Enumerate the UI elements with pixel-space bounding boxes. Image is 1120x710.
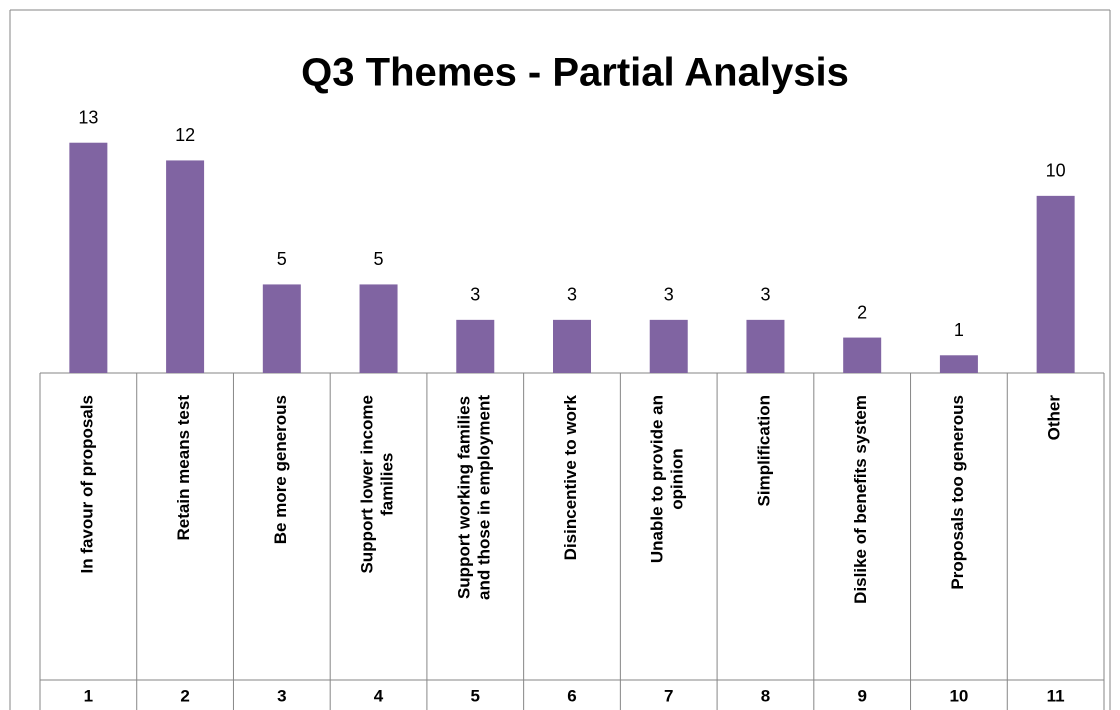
category-label: Support lower incomefamilies: [358, 395, 397, 574]
category-label: Simplification: [755, 395, 774, 506]
category-label-line: Unable to provide an: [648, 395, 667, 563]
category-number: 7: [664, 686, 673, 705]
bar: [359, 284, 398, 373]
category-label-line: Support working families: [455, 396, 474, 599]
category-label: In favour of proposals: [78, 395, 97, 574]
category-number: 2: [180, 686, 189, 705]
category-label-line: opinion: [668, 448, 687, 509]
category-label-line: Disincentive to work: [561, 394, 580, 560]
category-label-line: Other: [1045, 395, 1064, 441]
category-label: Be more generous: [271, 395, 290, 544]
bar: [939, 355, 978, 373]
category-label: Proposals too generous: [948, 395, 967, 590]
category-label: Disincentive to work: [561, 394, 580, 560]
category-label-line: families: [378, 453, 397, 516]
category-label-line: Be more generous: [271, 395, 290, 544]
data-label: 3: [470, 285, 480, 305]
category-number: 1: [84, 686, 93, 705]
category-number: 9: [857, 686, 866, 705]
category-label-line: and those in employment: [475, 395, 494, 600]
category-number: 8: [761, 686, 770, 705]
chart-title: Q3 Themes - Partial Analysis: [301, 51, 849, 95]
data-label: 3: [664, 285, 674, 305]
data-label: 3: [760, 285, 770, 305]
data-label: 5: [374, 249, 384, 269]
category-number: 3: [277, 686, 286, 705]
category-number: 11: [1047, 686, 1065, 705]
category-number: 10: [949, 686, 968, 705]
category-number: 6: [567, 686, 576, 705]
category-number: 5: [471, 686, 480, 705]
category-label-line: Proposals too generous: [948, 395, 967, 590]
data-label: 3: [567, 285, 577, 305]
category-label-line: Simplification: [755, 395, 774, 506]
category-label-line: Dislike of benefits system: [852, 395, 871, 604]
category-label: Other: [1045, 395, 1064, 441]
bar: [1036, 195, 1075, 373]
category-number: 4: [374, 686, 384, 705]
bar: [456, 319, 495, 373]
bar: [69, 142, 108, 373]
category-label: Support working familiesand those in emp…: [455, 395, 494, 600]
category-label-line: In favour of proposals: [78, 395, 97, 574]
bar: [843, 337, 882, 373]
category-label-line: Support lower income: [358, 395, 377, 574]
data-label: 13: [78, 107, 98, 127]
bar: [553, 319, 591, 373]
category-label: Dislike of benefits system: [852, 395, 871, 604]
data-label: 2: [857, 302, 867, 322]
bar: [262, 284, 301, 373]
data-label: 12: [175, 125, 195, 145]
bar: [166, 160, 205, 373]
category-label-line: Retain means test: [175, 395, 194, 541]
data-label: 5: [277, 249, 287, 269]
category-label: Retain means test: [175, 395, 194, 541]
bar: [746, 319, 785, 373]
category-label: Unable to provide anopinion: [648, 395, 687, 563]
data-label: 1: [954, 320, 964, 340]
bar: [649, 319, 688, 373]
data-label: 10: [1046, 161, 1066, 181]
